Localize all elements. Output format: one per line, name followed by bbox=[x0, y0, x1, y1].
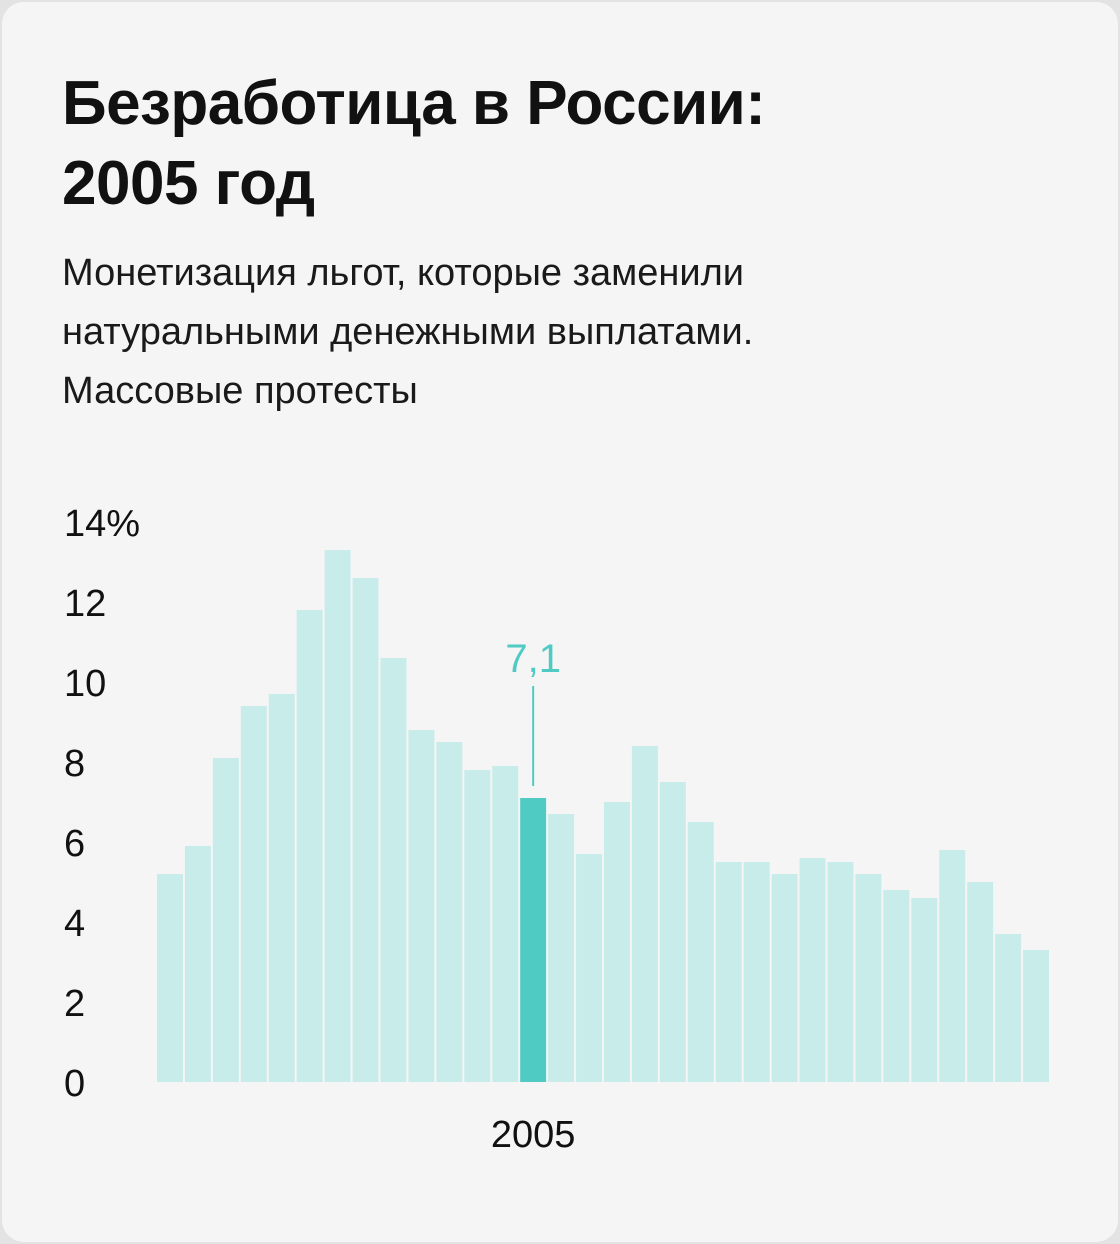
bar bbox=[492, 766, 519, 1082]
x-tick-label: 2005 bbox=[491, 1114, 576, 1156]
bar bbox=[855, 874, 882, 1082]
bar bbox=[548, 814, 575, 1082]
bar bbox=[324, 550, 351, 1082]
bar bbox=[212, 758, 239, 1082]
chart-subtitle-line-2: натуральными денежными выплатами. bbox=[62, 311, 754, 353]
chart-subtitle: Монетизация льгот, которые заменили нату… bbox=[62, 244, 1062, 421]
highlight-value-label: 7,1 bbox=[505, 637, 561, 681]
chart-subtitle-line-1: Монетизация льгот, которые заменили bbox=[62, 252, 745, 294]
bar bbox=[184, 846, 211, 1082]
bar-highlighted bbox=[520, 798, 547, 1082]
bar bbox=[827, 862, 854, 1082]
bar bbox=[883, 890, 910, 1082]
bar bbox=[911, 898, 938, 1082]
bar bbox=[352, 578, 379, 1082]
bar bbox=[604, 802, 630, 1082]
bar bbox=[799, 858, 826, 1082]
bar bbox=[464, 770, 491, 1082]
bar bbox=[771, 874, 798, 1082]
bar bbox=[296, 610, 323, 1082]
y-tick-label: 6 bbox=[64, 823, 85, 865]
chart-subtitle-line-3: Массовые протесты bbox=[62, 370, 418, 412]
y-tick-label: 8 bbox=[64, 743, 85, 785]
bar bbox=[715, 862, 742, 1082]
y-tick-label: 12 bbox=[64, 583, 106, 625]
bar bbox=[743, 862, 770, 1082]
bar bbox=[631, 746, 658, 1082]
y-tick-label: 2 bbox=[64, 983, 85, 1025]
bar bbox=[380, 658, 407, 1082]
bar bbox=[939, 850, 966, 1082]
y-tick-label: 0 bbox=[64, 1063, 85, 1105]
bar bbox=[157, 874, 183, 1082]
bar bbox=[576, 854, 602, 1082]
bar bbox=[408, 730, 435, 1082]
bar bbox=[436, 742, 463, 1082]
bar bbox=[687, 822, 714, 1082]
bar bbox=[967, 882, 994, 1082]
chart-title: Безработица в России: 2005 год bbox=[62, 64, 1062, 224]
chart-title-line-2: 2005 год bbox=[62, 149, 315, 218]
y-tick-label: 10 bbox=[64, 663, 106, 705]
y-tick-label: 4 bbox=[64, 903, 85, 945]
bar bbox=[1023, 950, 1049, 1082]
bar bbox=[995, 934, 1022, 1082]
bar bbox=[268, 694, 295, 1082]
y-tick-label: 14% bbox=[64, 503, 140, 545]
bar bbox=[659, 782, 686, 1082]
chart-title-line-1: Безработица в России: bbox=[62, 69, 766, 138]
bar bbox=[240, 706, 267, 1082]
